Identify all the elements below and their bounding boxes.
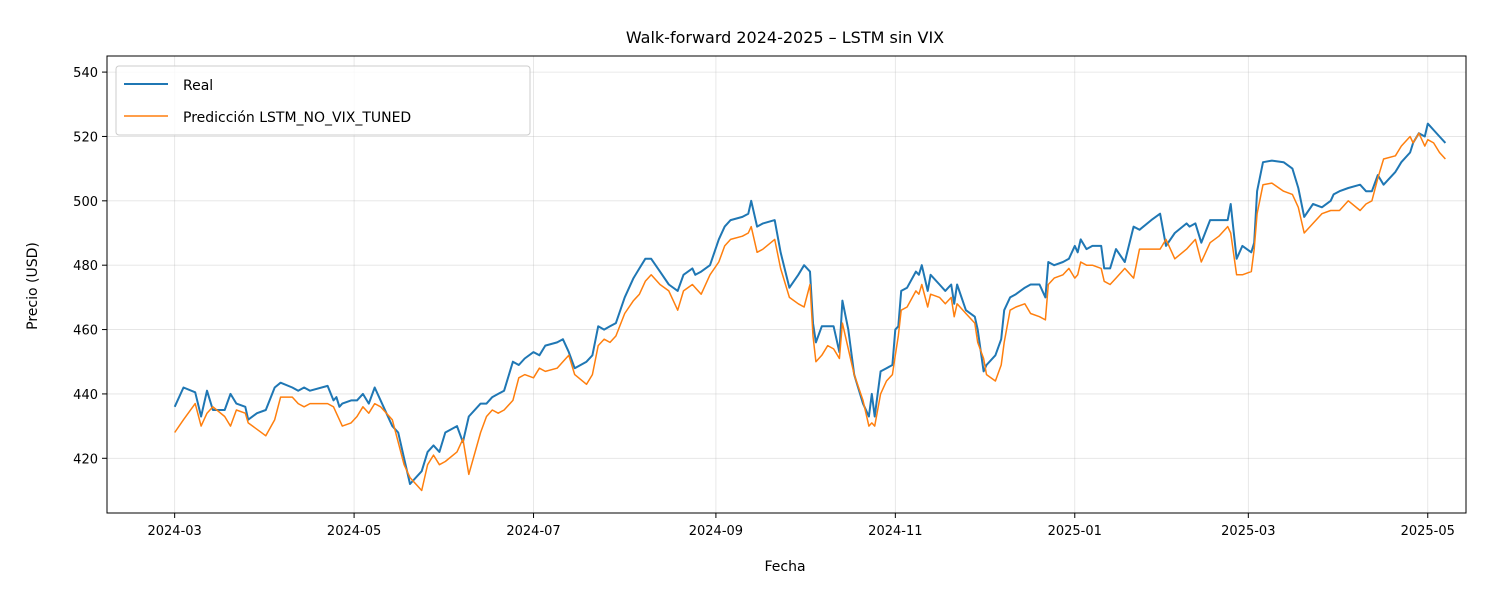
legend-label: Real xyxy=(183,78,213,94)
y-tick-label: 540 xyxy=(73,66,98,81)
y-tick-label: 460 xyxy=(73,324,98,339)
x-tick-label: 2024-11 xyxy=(868,524,922,539)
x-tick-label: 2024-05 xyxy=(327,524,381,539)
legend: Real Predicción LSTM_NO_VIX_TUNED xyxy=(115,65,531,136)
series-line-prediction xyxy=(174,132,1446,492)
x-axis: 2024-03 2024-05 2024-07 2024-09 2024-11 2025-… xyxy=(147,513,1455,539)
y-tick-label: 440 xyxy=(73,388,98,403)
y-tick-label: 480 xyxy=(73,259,98,274)
y-tick-label: 500 xyxy=(73,195,98,210)
legend-label: Predicción LSTM_NO_VIX_TUNED xyxy=(183,110,411,126)
x-tick-label: 2024-07 xyxy=(506,524,560,539)
grid xyxy=(107,56,1466,513)
y-axis: 420 440 460 480 500 520 540 xyxy=(73,66,107,467)
y-tick-label: 520 xyxy=(73,130,98,145)
series-lines xyxy=(173,122,1447,492)
x-tick-label: 2025-05 xyxy=(1401,524,1455,539)
series-line-real xyxy=(173,122,1447,485)
x-tick-label: 2025-03 xyxy=(1221,524,1275,539)
x-tick-label: 2024-03 xyxy=(147,524,201,539)
y-tick-label: 420 xyxy=(73,452,98,467)
legend-box xyxy=(115,65,531,136)
y-axis-label: Precio (USD) xyxy=(25,242,41,330)
x-tick-label: 2024-09 xyxy=(689,524,743,539)
x-tick-label: 2025-01 xyxy=(1048,524,1102,539)
chart-title: Walk-forward 2024-2025 – LSTM sin VIX xyxy=(626,28,944,47)
plot-frame xyxy=(106,55,1467,514)
x-axis-label: Fecha xyxy=(764,559,805,575)
